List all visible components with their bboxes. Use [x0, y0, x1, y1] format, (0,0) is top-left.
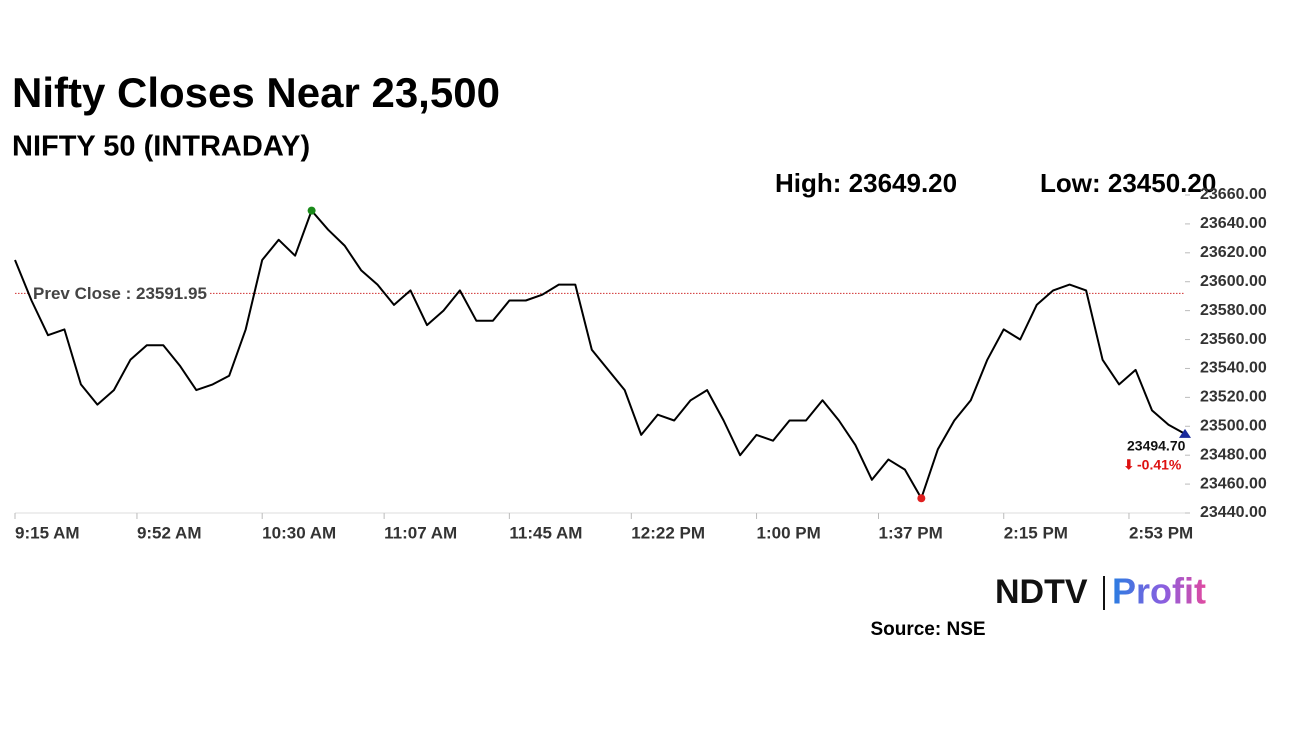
- logo-ndtv: NDTV: [995, 573, 1088, 611]
- chart-subtitle: NIFTY 50 (INTRADAY): [12, 131, 310, 163]
- x-tick-label: 12:22 PM: [631, 523, 705, 542]
- last-marker: [1179, 428, 1191, 438]
- change-arrow: ⬇: [1123, 457, 1135, 473]
- x-tick-label: 11:45 AM: [509, 523, 582, 542]
- x-tick-label: 10:30 AM: [262, 523, 336, 542]
- change-value: -0.41%: [1137, 457, 1182, 473]
- y-tick-label: 23560.00: [1200, 331, 1267, 348]
- x-tick-label: 11:07 AM: [384, 523, 457, 542]
- y-tick-label: 23640.00: [1200, 215, 1267, 232]
- x-tick-label: 1:37 PM: [878, 523, 942, 542]
- x-tick-label: 9:15 AM: [15, 523, 80, 542]
- y-tick-label: 23600.00: [1200, 273, 1267, 290]
- y-tick-label: 23460.00: [1200, 475, 1267, 492]
- x-tick-label: 1:00 PM: [757, 523, 821, 542]
- y-tick-label: 23620.00: [1200, 244, 1267, 261]
- y-tick-label: 23660.00: [1200, 186, 1267, 203]
- high-marker: [307, 206, 316, 215]
- y-tick-label: 23540.00: [1200, 360, 1267, 377]
- y-tick-label: 23580.00: [1200, 302, 1267, 319]
- y-tick-label: 23520.00: [1200, 389, 1267, 406]
- x-tick-label: 2:15 PM: [1004, 523, 1068, 542]
- prev-close-label: Prev Close : 23591.95: [33, 284, 207, 303]
- y-tick-label: 23480.00: [1200, 446, 1267, 463]
- y-tick-label: 23440.00: [1200, 504, 1267, 521]
- high-label: High: 23649.20: [775, 168, 957, 198]
- y-tick-label: 23500.00: [1200, 417, 1267, 434]
- price-line: [14, 209, 1186, 500]
- low-marker: [917, 494, 926, 503]
- source: Source: NSE: [870, 619, 985, 640]
- low-label: Low: 23450.20: [1040, 168, 1216, 198]
- x-tick-label: 9:52 AM: [137, 523, 202, 542]
- logo-profit: Profit: [1112, 571, 1206, 612]
- prev-close-bg: [30, 282, 210, 304]
- x-tick-label: 2:53 PM: [1129, 523, 1193, 542]
- chart-title: Nifty Closes Near 23,500: [12, 69, 500, 116]
- last-value: 23494.70: [1127, 438, 1186, 454]
